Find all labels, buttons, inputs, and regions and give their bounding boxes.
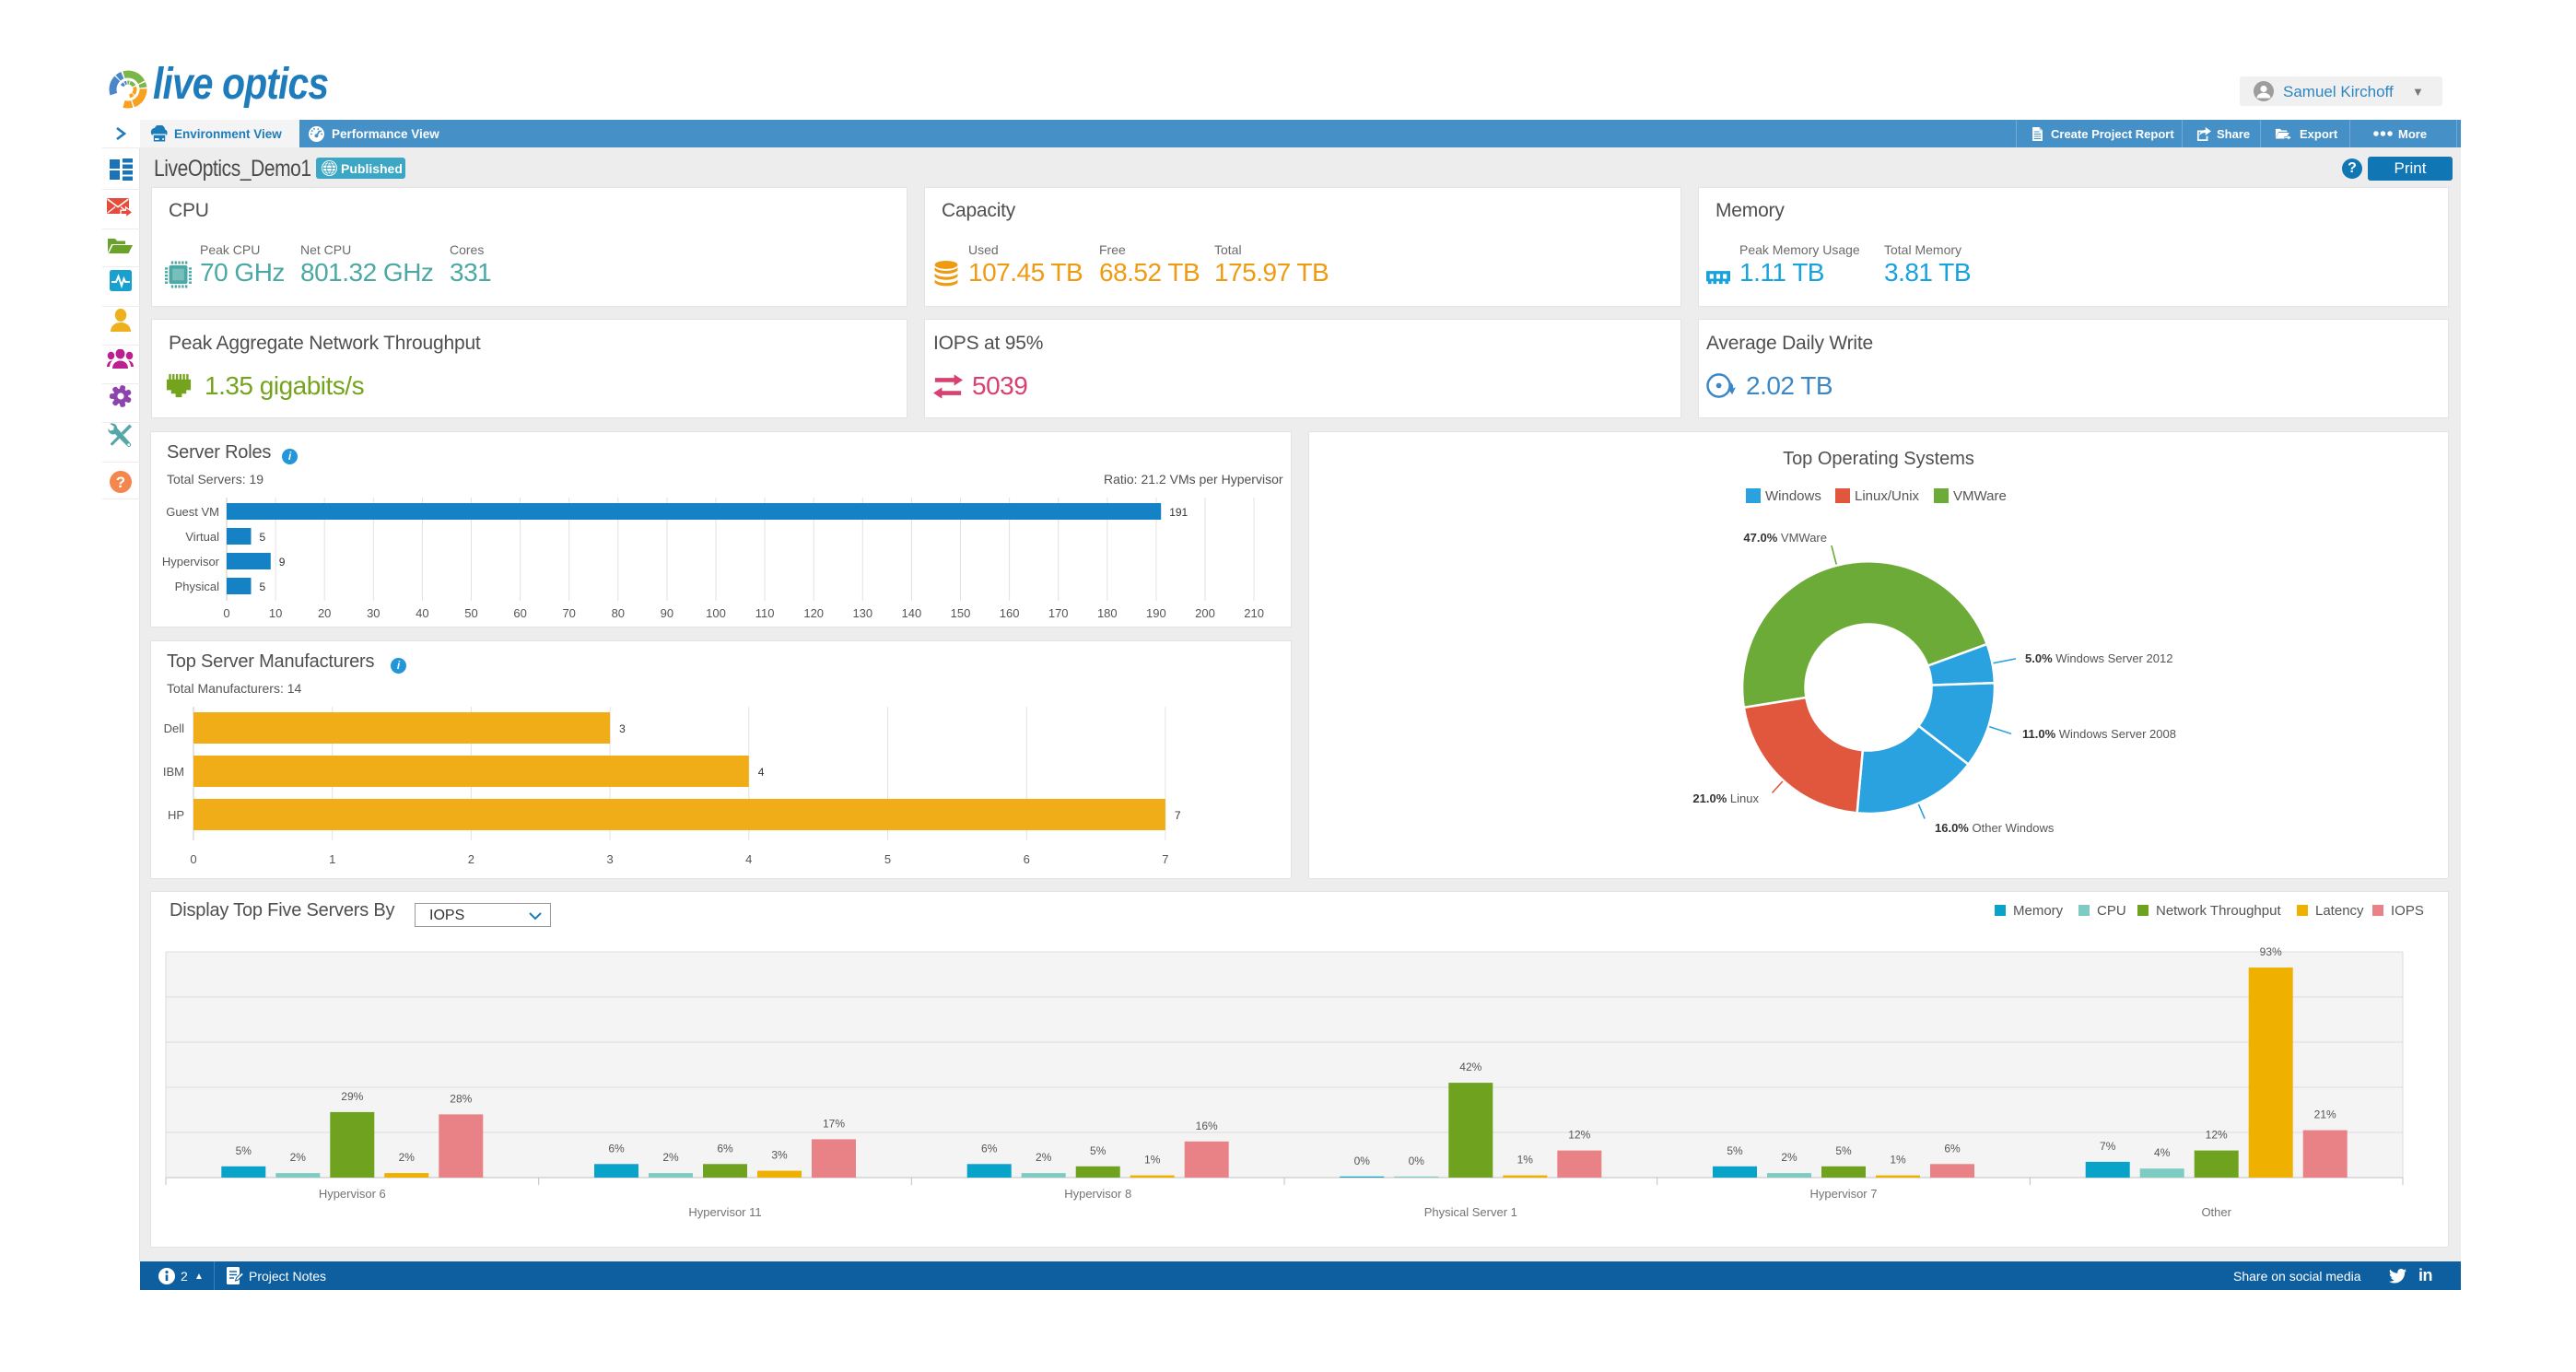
svg-text:47.0% VMWare: 47.0% VMWare bbox=[1743, 531, 1827, 545]
svg-text:5%: 5% bbox=[1090, 1144, 1107, 1157]
svg-text:11.0% Windows Server 2008: 11.0% Windows Server 2008 bbox=[2022, 727, 2176, 741]
svg-text:28%: 28% bbox=[450, 1092, 472, 1105]
svg-text:1: 1 bbox=[329, 852, 335, 866]
svg-text:40: 40 bbox=[416, 606, 428, 620]
svg-text:5: 5 bbox=[260, 531, 266, 544]
svg-text:3%: 3% bbox=[771, 1149, 788, 1162]
svg-text:70: 70 bbox=[562, 606, 575, 620]
svg-text:2%: 2% bbox=[1781, 1151, 1797, 1164]
svg-text:Windows: Windows bbox=[1765, 488, 1821, 504]
svg-text:10: 10 bbox=[269, 606, 282, 620]
svg-text:2: 2 bbox=[468, 852, 474, 866]
svg-text:IOPS: IOPS bbox=[2391, 903, 2424, 919]
svg-text:1%: 1% bbox=[1517, 1154, 1534, 1167]
svg-text:5: 5 bbox=[884, 852, 891, 866]
svg-text:Guest VM: Guest VM bbox=[166, 505, 219, 519]
svg-text:7%: 7% bbox=[2100, 1140, 2116, 1153]
svg-text:2%: 2% bbox=[662, 1151, 679, 1164]
svg-text:0%: 0% bbox=[1409, 1155, 1425, 1167]
svg-text:5%: 5% bbox=[236, 1144, 252, 1157]
svg-text:0: 0 bbox=[223, 606, 229, 620]
svg-text:1%: 1% bbox=[1890, 1154, 1906, 1167]
svg-text:CPU: CPU bbox=[2097, 903, 2126, 919]
svg-text:80: 80 bbox=[612, 606, 625, 620]
svg-text:42%: 42% bbox=[1459, 1061, 1481, 1073]
svg-text:90: 90 bbox=[661, 606, 673, 620]
svg-text:Memory: Memory bbox=[2013, 903, 2064, 919]
svg-text:21%: 21% bbox=[2314, 1108, 2336, 1121]
svg-text:VMWare: VMWare bbox=[1953, 488, 2007, 504]
svg-text:0%: 0% bbox=[1354, 1155, 1371, 1167]
svg-text:7: 7 bbox=[1175, 809, 1181, 822]
svg-text:210: 210 bbox=[1244, 606, 1264, 620]
svg-text:4: 4 bbox=[758, 766, 765, 779]
svg-text:Hypervisor 11: Hypervisor 11 bbox=[688, 1205, 761, 1219]
svg-text:150: 150 bbox=[951, 606, 971, 620]
svg-text:3: 3 bbox=[619, 722, 626, 735]
svg-text:160: 160 bbox=[1000, 606, 1020, 620]
svg-text:Hypervisor: Hypervisor bbox=[162, 555, 220, 569]
svg-text:17%: 17% bbox=[823, 1117, 845, 1130]
svg-text:Physical: Physical bbox=[175, 580, 220, 593]
svg-text:5%: 5% bbox=[1727, 1144, 1743, 1157]
svg-text:1%: 1% bbox=[1144, 1154, 1161, 1167]
svg-text:12%: 12% bbox=[1568, 1129, 1590, 1142]
svg-text:190: 190 bbox=[1146, 606, 1166, 620]
svg-text:Top Operating Systems: Top Operating Systems bbox=[1783, 449, 1974, 469]
svg-text:Dell: Dell bbox=[164, 721, 185, 735]
svg-text:Latency: Latency bbox=[2315, 903, 2364, 919]
svg-text:16.0% Other Windows: 16.0% Other Windows bbox=[1935, 821, 2055, 835]
svg-text:6%: 6% bbox=[608, 1142, 625, 1155]
svg-text:Other: Other bbox=[2201, 1205, 2231, 1219]
svg-text:21.0% Linux: 21.0% Linux bbox=[1692, 792, 1759, 805]
svg-text:50: 50 bbox=[464, 606, 477, 620]
svg-text:Linux/Unix: Linux/Unix bbox=[1855, 488, 1920, 504]
svg-text:30: 30 bbox=[367, 606, 380, 620]
svg-text:100: 100 bbox=[706, 606, 726, 620]
svg-text:5%: 5% bbox=[1835, 1144, 1852, 1157]
svg-text:170: 170 bbox=[1048, 606, 1069, 620]
svg-text:6: 6 bbox=[1024, 852, 1030, 866]
svg-text:93%: 93% bbox=[2260, 945, 2282, 958]
svg-text:6%: 6% bbox=[717, 1142, 733, 1155]
svg-text:29%: 29% bbox=[341, 1090, 363, 1103]
svg-text:Virtual: Virtual bbox=[185, 530, 219, 544]
svg-text:Physical Server 1: Physical Server 1 bbox=[1424, 1205, 1517, 1219]
svg-text:?: ? bbox=[116, 474, 125, 491]
svg-text:20: 20 bbox=[318, 606, 331, 620]
svg-text:2%: 2% bbox=[290, 1151, 307, 1164]
svg-text:3: 3 bbox=[606, 852, 613, 866]
svg-text:HP: HP bbox=[168, 808, 184, 822]
svg-text:7: 7 bbox=[1162, 852, 1168, 866]
svg-text:60: 60 bbox=[513, 606, 526, 620]
svg-text:200: 200 bbox=[1195, 606, 1215, 620]
svg-text:12%: 12% bbox=[2206, 1129, 2228, 1142]
svg-text:110: 110 bbox=[755, 606, 775, 620]
svg-text:9: 9 bbox=[279, 556, 286, 569]
svg-text:191: 191 bbox=[1169, 506, 1188, 519]
svg-text:2%: 2% bbox=[399, 1151, 416, 1164]
svg-text:Hypervisor 6: Hypervisor 6 bbox=[319, 1187, 386, 1201]
svg-text:IBM: IBM bbox=[163, 765, 184, 779]
svg-text:0: 0 bbox=[190, 852, 196, 866]
svg-text:Hypervisor 7: Hypervisor 7 bbox=[1810, 1187, 1878, 1201]
svg-text:6%: 6% bbox=[981, 1142, 998, 1155]
svg-text:6%: 6% bbox=[1944, 1142, 1961, 1155]
svg-text:4: 4 bbox=[745, 852, 752, 866]
svg-text:140: 140 bbox=[902, 606, 922, 620]
svg-text:4%: 4% bbox=[2154, 1146, 2171, 1159]
svg-text:5: 5 bbox=[260, 580, 266, 593]
svg-text:120: 120 bbox=[803, 606, 824, 620]
svg-text:16%: 16% bbox=[1196, 1120, 1218, 1132]
svg-text:Network Throughput: Network Throughput bbox=[2156, 903, 2281, 919]
svg-text:130: 130 bbox=[852, 606, 872, 620]
svg-text:5.0% Windows Server 2012: 5.0% Windows Server 2012 bbox=[2025, 651, 2172, 665]
svg-text:180: 180 bbox=[1097, 606, 1118, 620]
svg-text:Hypervisor 8: Hypervisor 8 bbox=[1064, 1187, 1131, 1201]
svg-text:2%: 2% bbox=[1036, 1151, 1052, 1164]
